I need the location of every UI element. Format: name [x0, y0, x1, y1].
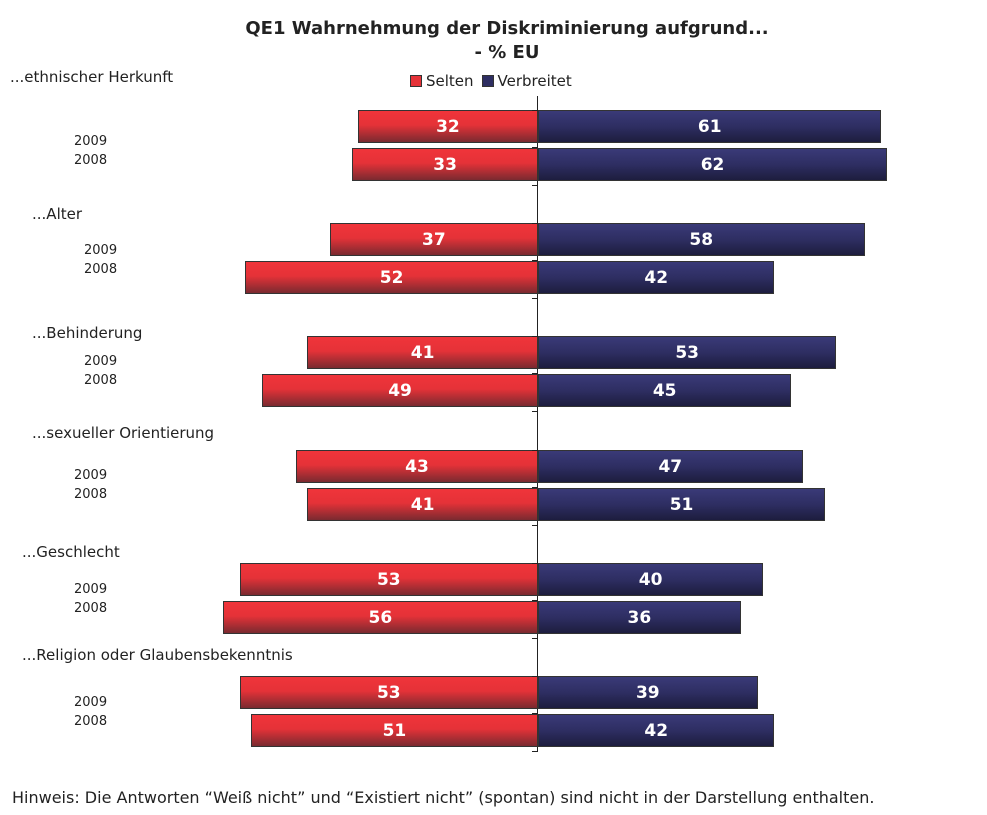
- legend: Selten Verbreitet: [410, 72, 572, 90]
- bar-selten: 53: [239, 676, 538, 709]
- axis-tick: [532, 751, 538, 752]
- year-label: 2009: [74, 582, 108, 597]
- bar-selten: 56: [222, 601, 538, 634]
- year-label: 2008: [84, 262, 118, 277]
- bar-selten: 33: [352, 148, 538, 181]
- bar-selten: 49: [262, 374, 538, 407]
- bar-selten: 41: [307, 488, 538, 521]
- bar-verbreitet: 62: [538, 148, 888, 181]
- bar-verbreitet: 53: [538, 336, 837, 369]
- chart-subtitle: - % EU: [474, 42, 540, 63]
- bar-verbreitet: 36: [538, 601, 741, 634]
- year-label: 2009: [74, 695, 108, 710]
- bar-verbreitet: 58: [538, 223, 865, 256]
- bar-verbreitet: 47: [538, 450, 803, 483]
- axis-tick: [532, 487, 538, 488]
- bar-selten: 32: [357, 110, 538, 143]
- bar-verbreitet: 39: [538, 676, 758, 709]
- axis-tick: [532, 563, 538, 564]
- legend-swatch-selten: [410, 75, 422, 87]
- bar-selten: 51: [250, 714, 538, 747]
- bar-verbreitet: 61: [538, 110, 882, 143]
- year-label: 2009: [74, 468, 108, 483]
- year-label: 2008: [74, 487, 108, 502]
- bar-selten: 43: [295, 450, 538, 483]
- category-label: ...ethnischer Herkunft: [10, 68, 174, 86]
- category-label: ...Alter: [32, 205, 83, 223]
- bar-verbreitet: 45: [538, 374, 792, 407]
- year-label: 2009: [74, 134, 108, 149]
- axis-tick: [532, 713, 538, 714]
- bar-verbreitet: 42: [538, 261, 775, 294]
- axis-tick: [532, 110, 538, 111]
- axis-tick: [532, 411, 538, 412]
- category-label: ...sexueller Orientierung: [32, 424, 215, 442]
- axis-tick: [532, 638, 538, 639]
- axis-tick: [532, 260, 538, 261]
- year-label: 2008: [74, 153, 108, 168]
- legend-swatch-verbreitet: [481, 75, 494, 87]
- axis-tick: [532, 373, 538, 374]
- chart-title: QE1 Wahrnehmung der Diskriminierung aufg…: [245, 18, 769, 39]
- bar-selten: 52: [245, 261, 538, 294]
- bar-selten: 41: [307, 336, 538, 369]
- center-axis: [537, 96, 538, 752]
- footnote: Hinweis: Die Antworten “Weiß nicht” und …: [12, 788, 875, 807]
- axis-tick: [532, 147, 538, 148]
- axis-tick: [532, 450, 538, 451]
- bar-verbreitet: 51: [538, 488, 826, 521]
- category-label: ...Geschlecht: [22, 543, 120, 561]
- legend-label-selten: Selten: [426, 72, 474, 90]
- axis-tick: [532, 676, 538, 677]
- axis-tick: [532, 185, 538, 186]
- year-label: 2008: [84, 373, 118, 388]
- bar-verbreitet: 42: [538, 714, 775, 747]
- axis-tick: [532, 336, 538, 337]
- category-label: ...Behinderung: [32, 324, 143, 342]
- axis-tick: [532, 223, 538, 224]
- year-label: 2009: [84, 354, 118, 369]
- axis-tick: [532, 525, 538, 526]
- year-label: 2009: [84, 243, 118, 258]
- legend-label-verbreitet: Verbreitet: [497, 72, 572, 90]
- year-label: 2008: [74, 714, 108, 729]
- axis-tick: [532, 298, 538, 299]
- axis-tick: [532, 600, 538, 601]
- bar-verbreitet: 40: [538, 563, 764, 596]
- category-label: ...Religion oder Glaubensbekenntnis: [22, 646, 293, 664]
- year-label: 2008: [74, 601, 108, 616]
- bar-selten: 53: [239, 563, 538, 596]
- bar-selten: 37: [329, 223, 538, 256]
